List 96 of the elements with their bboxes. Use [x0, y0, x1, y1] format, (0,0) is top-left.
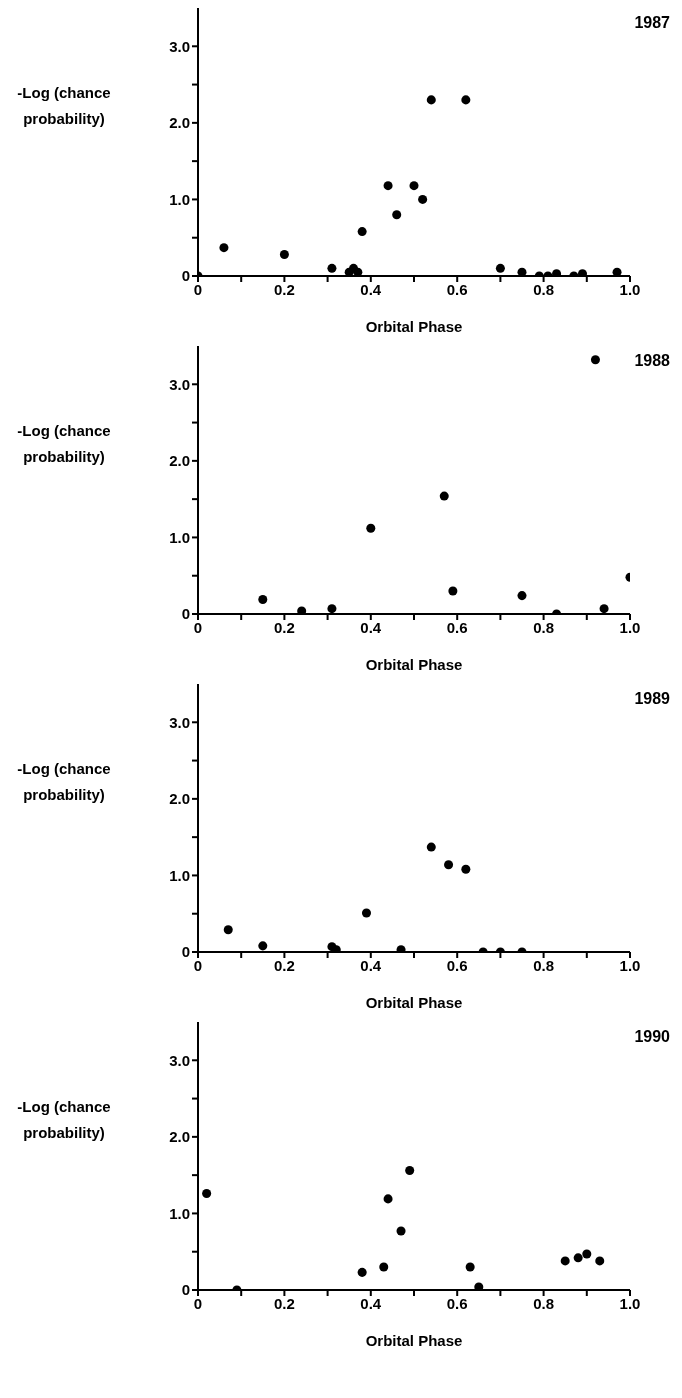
- point: [357, 1267, 367, 1277]
- point: [465, 1262, 475, 1272]
- x-tick-label: 0.8: [533, 280, 555, 298]
- point: [582, 1249, 592, 1259]
- x-tick-label: 0.2: [273, 618, 295, 636]
- x-tick-label: 1.0: [619, 1294, 641, 1312]
- point: [439, 491, 449, 501]
- y-tick-label: 3.0: [169, 713, 190, 731]
- point: [383, 1194, 393, 1204]
- chart-title: 1988: [634, 352, 670, 370]
- point: [405, 1166, 415, 1176]
- point: [223, 925, 233, 935]
- point: [612, 267, 622, 276]
- y-tick-label: 1.0: [169, 866, 190, 884]
- point: [448, 586, 458, 596]
- point: [279, 250, 289, 260]
- point: [474, 1282, 484, 1290]
- x-tick-label: 0.8: [533, 618, 555, 636]
- y-tick-label: 2.0: [169, 790, 190, 808]
- y-axis-title: -Log (chance probability): [16, 759, 112, 805]
- point: [396, 1226, 406, 1236]
- x-tick-label: 0: [193, 1294, 203, 1312]
- x-tick-label: 0.2: [273, 956, 295, 974]
- point: [361, 908, 371, 918]
- x-axis-title: Orbital Phase: [365, 656, 463, 673]
- y-tick-label: 0: [181, 1281, 190, 1299]
- point: [517, 591, 527, 601]
- x-tick-label: 0.2: [273, 280, 295, 298]
- point: [461, 864, 471, 874]
- point: [258, 594, 268, 604]
- point: [444, 860, 454, 870]
- y-tick-label: 3.0: [169, 375, 190, 393]
- y-axis-title: -Log (chance probability): [16, 421, 112, 467]
- x-tick-label: 0: [193, 280, 203, 298]
- x-tick-label: 1.0: [619, 956, 641, 974]
- y-tick-label: 0: [181, 267, 190, 285]
- x-tick-label: 0.6: [446, 956, 468, 974]
- y-tick-label: 2.0: [169, 114, 190, 132]
- point: [396, 945, 406, 952]
- y-tick-label: 0: [181, 943, 190, 961]
- y-axis-title: -Log (chance probability): [16, 1097, 112, 1143]
- x-tick-label: 0.6: [446, 1294, 468, 1312]
- x-axis-title: Orbital Phase: [365, 1332, 463, 1349]
- y-tick-label: 2.0: [169, 1128, 190, 1146]
- point: [595, 1256, 605, 1266]
- x-axis-title: Orbital Phase: [365, 994, 463, 1011]
- point: [495, 263, 505, 273]
- point: [202, 1189, 212, 1199]
- y-tick-label: 1.0: [169, 1204, 190, 1222]
- point: [418, 194, 428, 204]
- chart-title: 1989: [634, 690, 670, 708]
- x-tick-label: 0.2: [273, 1294, 295, 1312]
- point: [426, 842, 436, 852]
- x-tick-label: 0.4: [360, 1294, 382, 1312]
- point: [461, 95, 471, 105]
- point: [379, 1262, 389, 1272]
- y-tick-label: 3.0: [169, 1051, 190, 1069]
- x-tick-label: 0.4: [360, 618, 382, 636]
- point: [219, 243, 229, 253]
- point: [590, 355, 600, 365]
- x-tick-label: 0.6: [446, 618, 468, 636]
- y-tick-label: 1.0: [169, 190, 190, 208]
- point: [357, 227, 367, 237]
- x-tick-label: 0.8: [533, 956, 555, 974]
- x-tick-label: 1.0: [619, 618, 641, 636]
- point: [353, 267, 363, 276]
- x-tick-label: 0.4: [360, 280, 382, 298]
- x-axis-title: Orbital Phase: [365, 318, 463, 335]
- point: [297, 606, 307, 614]
- point: [426, 95, 436, 105]
- x-tick-label: 0.4: [360, 956, 382, 974]
- x-tick-label: 0: [193, 956, 203, 974]
- chart-title: 1987: [634, 14, 670, 32]
- y-tick-label: 3.0: [169, 37, 190, 55]
- y-axis-title: -Log (chance probability): [16, 83, 112, 129]
- x-tick-label: 0: [193, 618, 203, 636]
- point: [392, 210, 402, 220]
- x-tick-label: 0.6: [446, 280, 468, 298]
- point: [573, 1253, 583, 1263]
- point: [258, 941, 268, 951]
- chart-title: 1990: [634, 1028, 670, 1046]
- point: [517, 267, 527, 276]
- point: [383, 181, 393, 191]
- y-tick-label: 1.0: [169, 528, 190, 546]
- point: [409, 181, 419, 191]
- point: [599, 604, 609, 614]
- point: [327, 604, 337, 614]
- x-tick-label: 1.0: [619, 280, 641, 298]
- y-tick-label: 2.0: [169, 452, 190, 470]
- point: [327, 263, 337, 273]
- point: [366, 523, 376, 533]
- point: [552, 269, 562, 276]
- point: [577, 269, 587, 276]
- point: [560, 1256, 570, 1266]
- y-tick-label: 0: [181, 605, 190, 623]
- x-tick-label: 0.8: [533, 1294, 555, 1312]
